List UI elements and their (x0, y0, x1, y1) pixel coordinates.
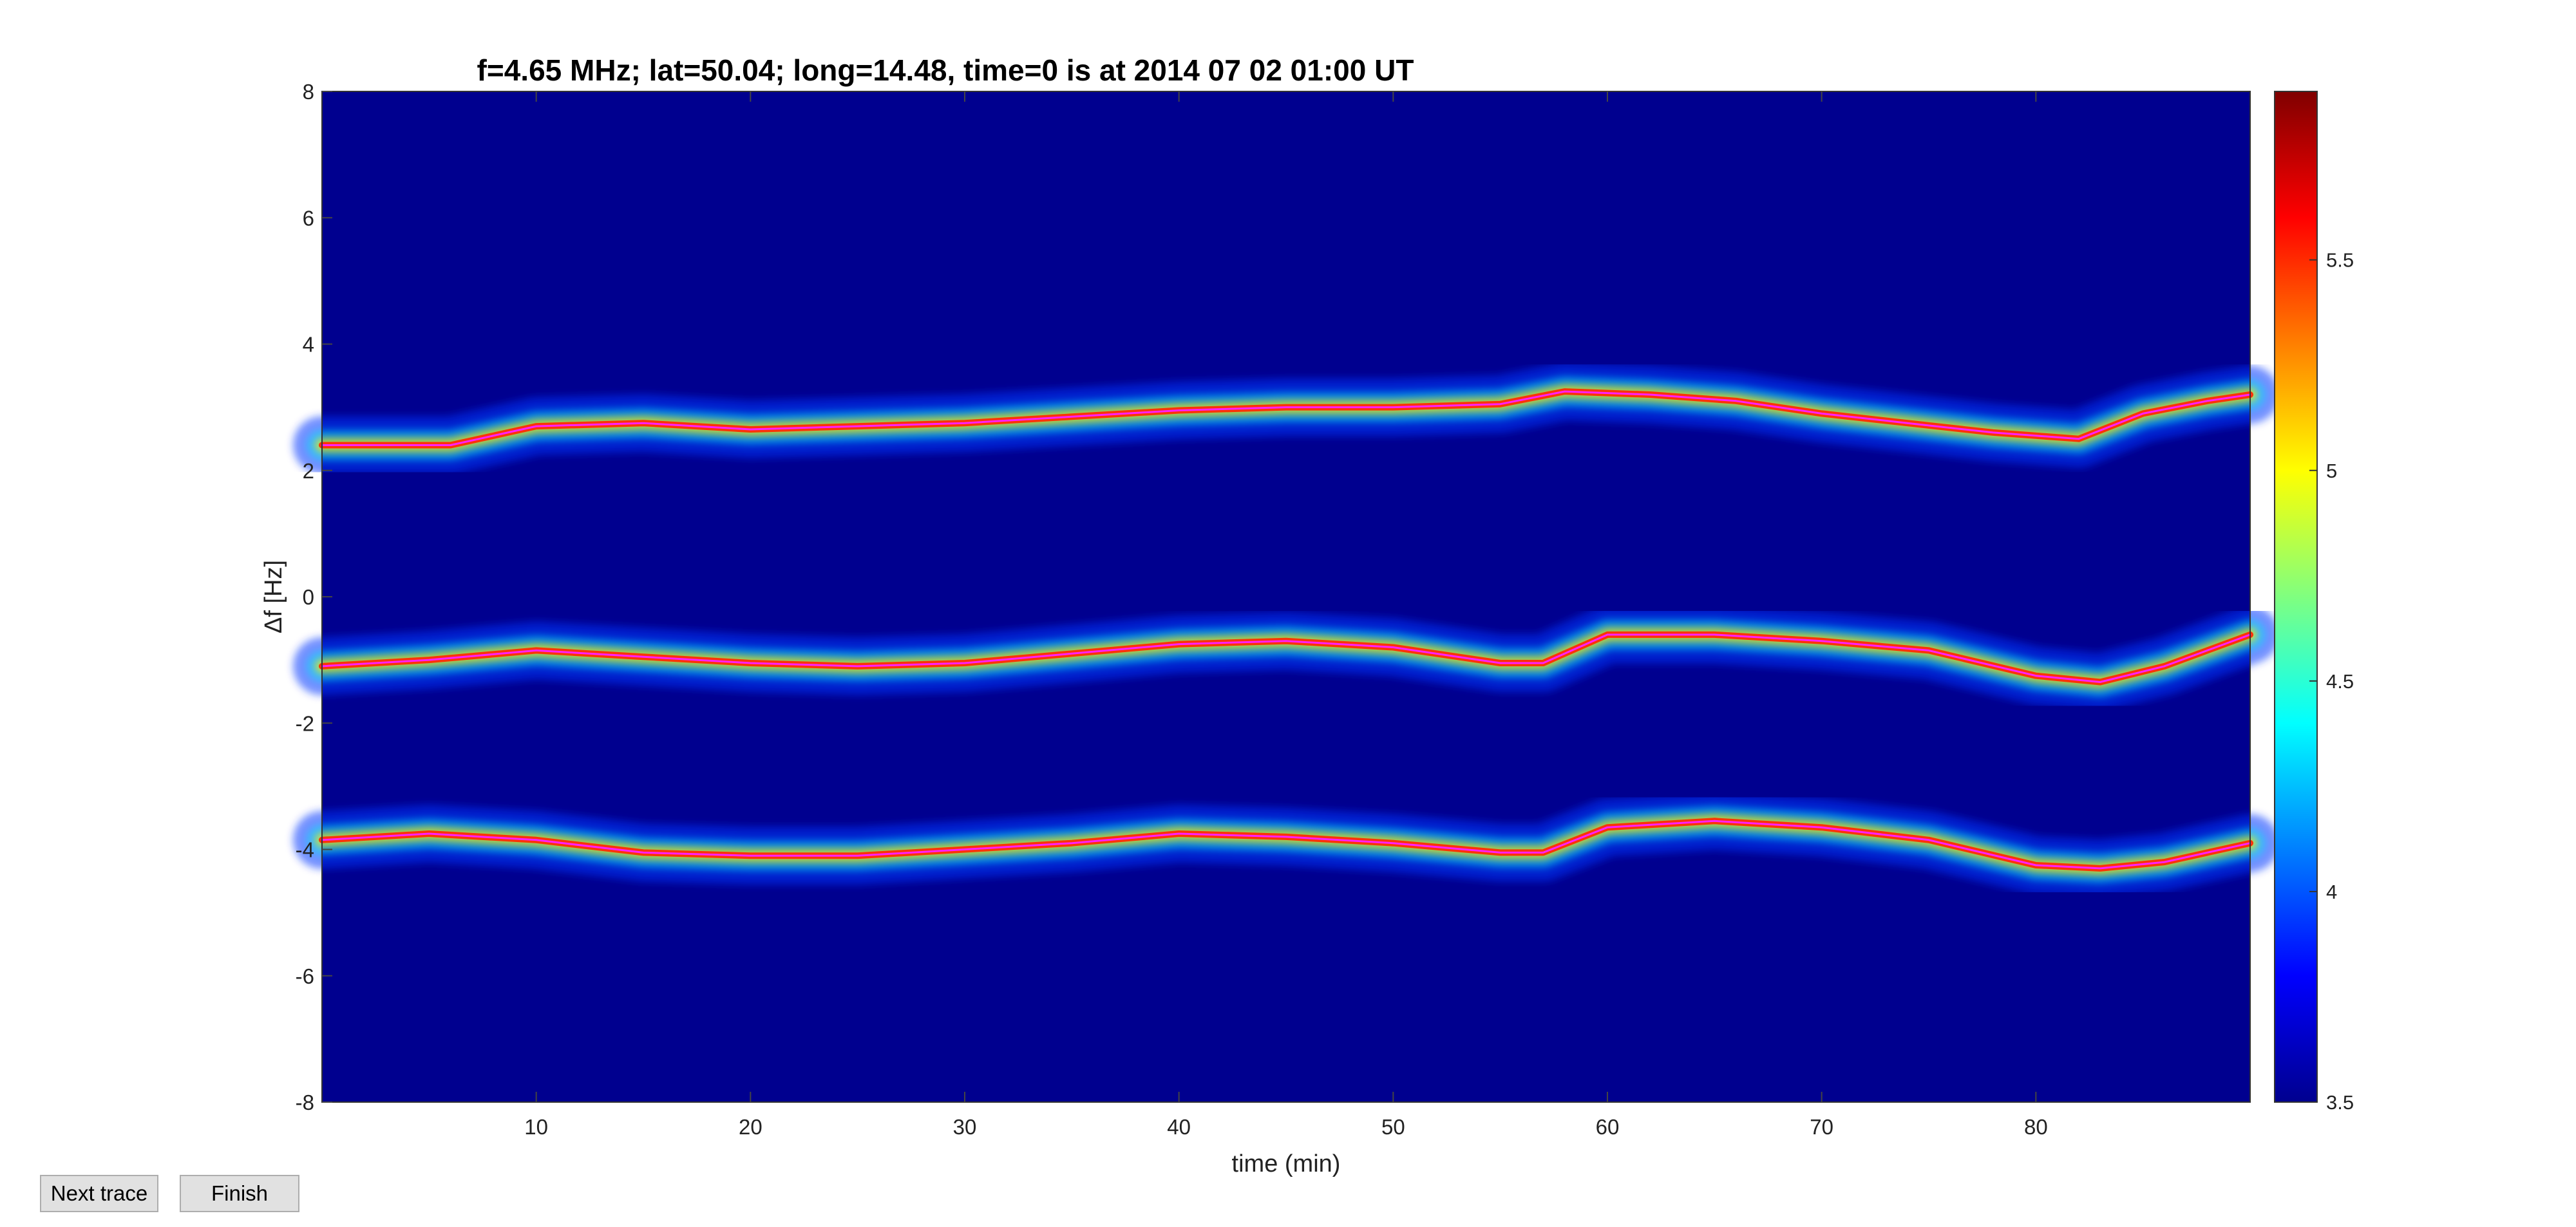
trace-fit-line-2 (321, 633, 2251, 683)
colorbar: 3.5 4 4.5 5 5.5 (2274, 91, 2354, 1114)
colorbar-tick-label: 4.5 (2326, 670, 2354, 693)
x-axis-label: time (min) (1232, 1150, 1341, 1177)
plot-background (322, 91, 2250, 1102)
x-tick-label: 50 (1381, 1115, 1405, 1139)
y-axis-label: Δf [Hz] (260, 560, 287, 633)
chart-title: f=4.65 MHz; lat=50.04; long=14.48, time=… (477, 53, 1414, 87)
x-axis: 10 20 30 40 50 60 70 80 (524, 91, 2048, 1139)
colorbar-tick-label: 4 (2326, 881, 2337, 903)
x-tick-label: 20 (739, 1115, 762, 1139)
y-tick-label: -6 (296, 964, 314, 988)
trace-fit-line-1 (321, 390, 2251, 446)
finish-button[interactable]: Finish (180, 1175, 299, 1212)
colorbar-tick-label: 5 (2326, 460, 2337, 482)
y-tick-label: 0 (303, 585, 314, 609)
y-tick-label: -8 (296, 1091, 314, 1114)
y-tick-label: 4 (303, 333, 314, 357)
y-tick-label: 8 (303, 80, 314, 104)
x-tick-label: 60 (1596, 1115, 1620, 1139)
y-tick-label: -4 (296, 838, 314, 862)
x-tick-label: 10 (524, 1115, 548, 1139)
colorbar-gradient (2274, 91, 2318, 1103)
y-tick-label: -2 (296, 711, 314, 735)
x-tick-label: 30 (953, 1115, 977, 1139)
colorbar-tick-label: 5.5 (2326, 249, 2354, 272)
next-trace-button[interactable]: Next trace (40, 1175, 158, 1212)
doppler-traces (293, 362, 2279, 897)
y-tick-label: 6 (303, 206, 314, 230)
plot-area (293, 91, 2279, 1103)
x-tick-label: 80 (2024, 1115, 2048, 1139)
trace-fit-line-3 (321, 820, 2251, 870)
x-tick-label: 70 (1810, 1115, 1833, 1139)
y-tick-label: 2 (303, 459, 314, 483)
y-axis: -8 -6 -4 -2 0 2 4 6 8 (296, 80, 332, 1114)
x-tick-label: 40 (1167, 1115, 1191, 1139)
colorbar-ticks: 3.5 4 4.5 5 5.5 (2309, 249, 2354, 1114)
colorbar-tick-label: 3.5 (2326, 1091, 2354, 1114)
